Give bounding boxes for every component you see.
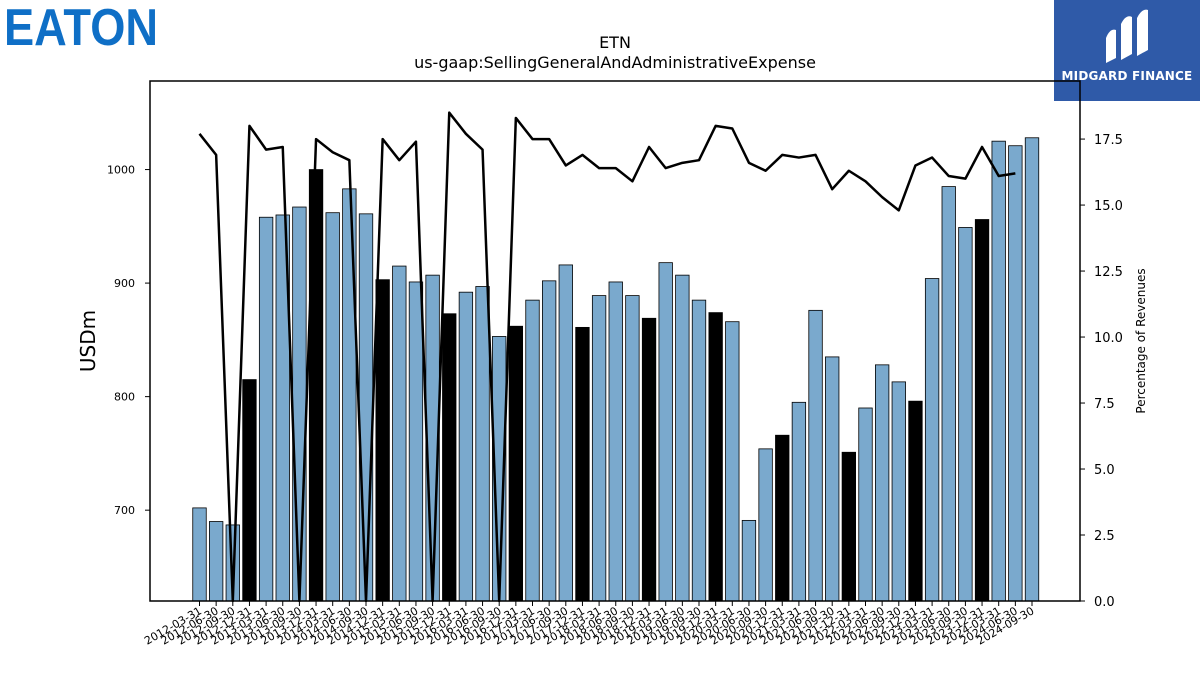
bar bbox=[858, 407, 873, 602]
bar bbox=[991, 140, 1006, 602]
y2-tick-label: 2.5 bbox=[1094, 529, 1115, 544]
bar bbox=[542, 280, 557, 602]
y2-tick-label: 5.0 bbox=[1094, 463, 1115, 478]
bar bbox=[292, 206, 307, 602]
chart-title: ETN bbox=[599, 33, 631, 52]
bar bbox=[408, 281, 424, 602]
bar bbox=[908, 400, 923, 602]
bar bbox=[924, 278, 940, 602]
svg-text:EATON: EATON bbox=[4, 4, 158, 48]
y2-tick-label: 15.0 bbox=[1094, 199, 1123, 214]
bar bbox=[392, 265, 407, 602]
bar bbox=[841, 451, 856, 602]
bar bbox=[308, 169, 324, 602]
bar bbox=[525, 299, 540, 602]
bar bbox=[675, 274, 690, 602]
y2-tick-label: 10.0 bbox=[1094, 331, 1123, 346]
bar bbox=[242, 379, 257, 602]
bar bbox=[941, 186, 956, 602]
y-tick-label: 900 bbox=[114, 277, 135, 290]
bar bbox=[791, 401, 807, 602]
bar bbox=[741, 519, 757, 602]
bar bbox=[808, 309, 823, 602]
y-tick-label: 1000 bbox=[107, 164, 135, 177]
bar bbox=[192, 507, 207, 602]
bar bbox=[758, 448, 773, 602]
y2-tick-label: 7.5 bbox=[1094, 397, 1115, 412]
bar bbox=[875, 364, 890, 602]
y-axis-label: USDm bbox=[76, 310, 100, 372]
bar bbox=[641, 317, 657, 602]
eaton-logo: EATON bbox=[4, 0, 160, 57]
plot-frame bbox=[149, 80, 1081, 602]
bar bbox=[708, 312, 723, 602]
bar bbox=[825, 356, 840, 602]
bar bbox=[575, 326, 590, 602]
chart-subtitle: us-gaap:SellingGeneralAndAdministrativeE… bbox=[414, 53, 816, 72]
bar bbox=[974, 219, 990, 602]
percentage-line bbox=[198, 111, 1016, 603]
bar bbox=[958, 227, 973, 602]
y2-tick-label: 0.0 bbox=[1094, 595, 1115, 610]
bar bbox=[1024, 137, 1040, 602]
bar bbox=[458, 291, 474, 602]
bar bbox=[208, 521, 224, 602]
bar bbox=[775, 434, 790, 602]
bar bbox=[475, 286, 490, 602]
bar bbox=[658, 262, 673, 602]
bar bbox=[508, 325, 524, 602]
bar bbox=[258, 216, 274, 602]
midgard-finance-logo: MIDGARD FINANCE bbox=[1054, 0, 1200, 101]
bar bbox=[608, 281, 623, 602]
bar bbox=[442, 313, 457, 602]
bar bbox=[358, 213, 374, 602]
y2-axis-label: Percentage of Revenues bbox=[1134, 268, 1148, 413]
y2-tick-label: 12.5 bbox=[1094, 265, 1123, 280]
bar bbox=[891, 381, 906, 602]
bar bbox=[325, 212, 340, 602]
bar bbox=[342, 188, 357, 602]
bar bbox=[591, 295, 607, 602]
bar bbox=[725, 321, 740, 602]
y-tick-label: 800 bbox=[114, 391, 135, 404]
bar bbox=[558, 264, 573, 602]
bar bbox=[625, 295, 640, 602]
y-tick-label: 700 bbox=[114, 504, 135, 517]
bar bbox=[1008, 145, 1023, 602]
bar bbox=[375, 279, 390, 602]
y2-tick-label: 17.5 bbox=[1094, 133, 1123, 148]
midgard-brand-text: MIDGARD FINANCE bbox=[1061, 69, 1193, 83]
bar bbox=[691, 299, 707, 602]
